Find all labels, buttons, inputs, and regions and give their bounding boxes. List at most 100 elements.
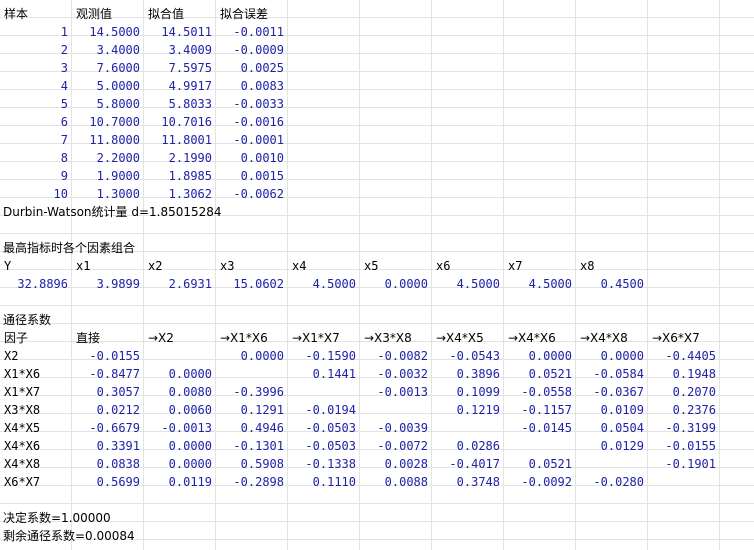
- residual-path-coefficient-text[interactable]: 剩余通径系数=0.00084: [3, 529, 135, 543]
- fit-table-cell[interactable]: 5.8033: [168, 97, 212, 111]
- fit-table-cell[interactable]: 4: [60, 79, 68, 93]
- col-error-header[interactable]: 拟合误差: [220, 7, 269, 21]
- path-header-cell[interactable]: 因子: [4, 331, 29, 345]
- path-coefficient-cell[interactable]: 0.0504: [600, 421, 644, 435]
- path-coefficient-cell[interactable]: -0.3199: [665, 421, 716, 435]
- path-coefficient-cell[interactable]: 0.0109: [600, 403, 644, 417]
- path-coefficient-cell[interactable]: -0.0013: [377, 385, 428, 399]
- path-coefficient-cell[interactable]: 0.1110: [312, 475, 356, 489]
- optimum-value-cell[interactable]: 0.4500: [600, 277, 644, 291]
- optimum-value-cell[interactable]: 15.0602: [233, 277, 284, 291]
- path-coefficient-cell[interactable]: -0.6679: [89, 421, 140, 435]
- path-factor-cell[interactable]: X2: [4, 349, 19, 363]
- path-coefficient-cell[interactable]: 0.0119: [168, 475, 212, 489]
- path-coefficient-cell[interactable]: 0.3391: [96, 439, 140, 453]
- path-coefficient-cell[interactable]: -0.0145: [521, 421, 572, 435]
- col-fitted-header[interactable]: 拟合值: [148, 7, 185, 21]
- path-coefficient-cell[interactable]: -0.0039: [377, 421, 428, 435]
- path-coefficient-cell[interactable]: 0.3057: [96, 385, 140, 399]
- path-coefficient-cell[interactable]: 0.0088: [384, 475, 428, 489]
- path-coefficient-cell[interactable]: 0.3748: [456, 475, 500, 489]
- optimum-value-cell[interactable]: 0.0000: [384, 277, 428, 291]
- path-coefficient-cell[interactable]: -0.8477: [89, 367, 140, 381]
- path-coefficient-cell[interactable]: -0.0013: [161, 421, 212, 435]
- path-coefficient-cell[interactable]: 0.0521: [528, 367, 572, 381]
- fit-table-cell[interactable]: 10.7000: [89, 115, 140, 129]
- fit-table-cell[interactable]: 11.8001: [161, 133, 212, 147]
- path-coefficient-cell[interactable]: -0.0280: [593, 475, 644, 489]
- fit-table-cell[interactable]: -0.0062: [233, 187, 284, 201]
- fit-table-cell[interactable]: 0.0083: [240, 79, 284, 93]
- path-coefficient-cell[interactable]: 0.0838: [96, 457, 140, 471]
- path-coefficient-cell[interactable]: 0.0000: [600, 349, 644, 363]
- path-coefficient-cell[interactable]: -0.4405: [665, 349, 716, 363]
- path-factor-cell[interactable]: X1*X7: [4, 385, 41, 399]
- path-factor-cell[interactable]: X4*X6: [4, 439, 41, 453]
- path-coefficient-cell[interactable]: 0.1948: [672, 367, 716, 381]
- path-header-cell[interactable]: →X6*X7: [652, 331, 700, 345]
- path-coefficient-cell[interactable]: -0.0543: [449, 349, 500, 363]
- optimum-value-cell[interactable]: 4.5000: [312, 277, 356, 291]
- path-coefficient-cell[interactable]: -0.0155: [89, 349, 140, 363]
- path-header-cell[interactable]: →X2: [148, 331, 174, 345]
- optimum-header-cell[interactable]: x3: [220, 259, 235, 273]
- path-coefficient-cell[interactable]: 0.2070: [672, 385, 716, 399]
- path-coefficient-cell[interactable]: 0.0212: [96, 403, 140, 417]
- path-coefficient-cell[interactable]: 0.1441: [312, 367, 356, 381]
- path-coefficient-cell[interactable]: -0.0503: [305, 439, 356, 453]
- path-coefficient-cell[interactable]: -0.0072: [377, 439, 428, 453]
- fit-table-cell[interactable]: 1.9000: [96, 169, 140, 183]
- optimum-header-cell[interactable]: x1: [76, 259, 91, 273]
- fit-table-cell[interactable]: 14.5000: [89, 25, 140, 39]
- fit-table-cell[interactable]: 3: [60, 61, 68, 75]
- path-factor-cell[interactable]: X1*X6: [4, 367, 41, 381]
- optimum-header-cell[interactable]: x4: [292, 259, 307, 273]
- optimum-title[interactable]: 最高指标时各个因素组合: [3, 241, 136, 255]
- optimum-header-cell[interactable]: x8: [580, 259, 595, 273]
- path-coefficient-cell[interactable]: -0.0194: [305, 403, 356, 417]
- fit-table-cell[interactable]: 1.8985: [168, 169, 212, 183]
- fit-table-cell[interactable]: 14.5011: [161, 25, 212, 39]
- fit-table-cell[interactable]: 0.0010: [240, 151, 284, 165]
- col-sample-header[interactable]: 样本: [4, 7, 29, 21]
- path-coefficient-cell[interactable]: 0.0129: [600, 439, 644, 453]
- path-header-cell[interactable]: →X4*X6: [508, 331, 556, 345]
- path-coefficient-cell[interactable]: 0.0000: [528, 349, 572, 363]
- path-coefficient-cell[interactable]: -0.1301: [233, 439, 284, 453]
- optimum-header-cell[interactable]: x6: [436, 259, 451, 273]
- fit-table-cell[interactable]: 4.9917: [168, 79, 212, 93]
- optimum-value-cell[interactable]: 4.5000: [456, 277, 500, 291]
- fit-table-cell[interactable]: 2.1990: [168, 151, 212, 165]
- path-factor-cell[interactable]: X6*X7: [4, 475, 41, 489]
- path-coefficient-cell[interactable]: 0.1291: [240, 403, 284, 417]
- path-coefficient-cell[interactable]: 0.0028: [384, 457, 428, 471]
- fit-table-cell[interactable]: 7: [60, 133, 68, 147]
- fit-table-cell[interactable]: -0.0009: [233, 43, 284, 57]
- fit-table-cell[interactable]: 3.4009: [168, 43, 212, 57]
- path-coefficient-cell[interactable]: -0.1338: [305, 457, 356, 471]
- path-coefficient-cell[interactable]: 0.3896: [456, 367, 500, 381]
- path-factor-cell[interactable]: X4*X8: [4, 457, 41, 471]
- fit-table-cell[interactable]: 5: [60, 97, 68, 111]
- path-coefficient-cell[interactable]: 0.4946: [240, 421, 284, 435]
- fit-table-cell[interactable]: 2: [60, 43, 68, 57]
- fit-table-cell[interactable]: 5.8000: [96, 97, 140, 111]
- path-coefficient-cell[interactable]: 0.1219: [456, 403, 500, 417]
- optimum-header-cell[interactable]: x5: [364, 259, 379, 273]
- fit-table-cell[interactable]: 0.0025: [240, 61, 284, 75]
- path-coefficient-cell[interactable]: -0.1901: [665, 457, 716, 471]
- fit-table-cell[interactable]: 6: [60, 115, 68, 129]
- fit-table-cell[interactable]: -0.0033: [233, 97, 284, 111]
- optimum-value-cell[interactable]: 4.5000: [528, 277, 572, 291]
- path-coefficient-cell[interactable]: 0.5908: [240, 457, 284, 471]
- fit-table-cell[interactable]: 1.3000: [96, 187, 140, 201]
- fit-table-cell[interactable]: -0.0016: [233, 115, 284, 129]
- fit-table-cell[interactable]: 0.0015: [240, 169, 284, 183]
- fit-table-cell[interactable]: 10: [53, 187, 68, 201]
- path-coefficient-cell[interactable]: -0.0092: [521, 475, 572, 489]
- path-header-cell[interactable]: →X1*X6: [220, 331, 268, 345]
- path-coefficient-cell[interactable]: -0.0367: [593, 385, 644, 399]
- fit-table-cell[interactable]: 5.0000: [96, 79, 140, 93]
- path-coefficient-cell[interactable]: 0.0000: [168, 457, 212, 471]
- path-header-cell[interactable]: 直接: [76, 331, 101, 345]
